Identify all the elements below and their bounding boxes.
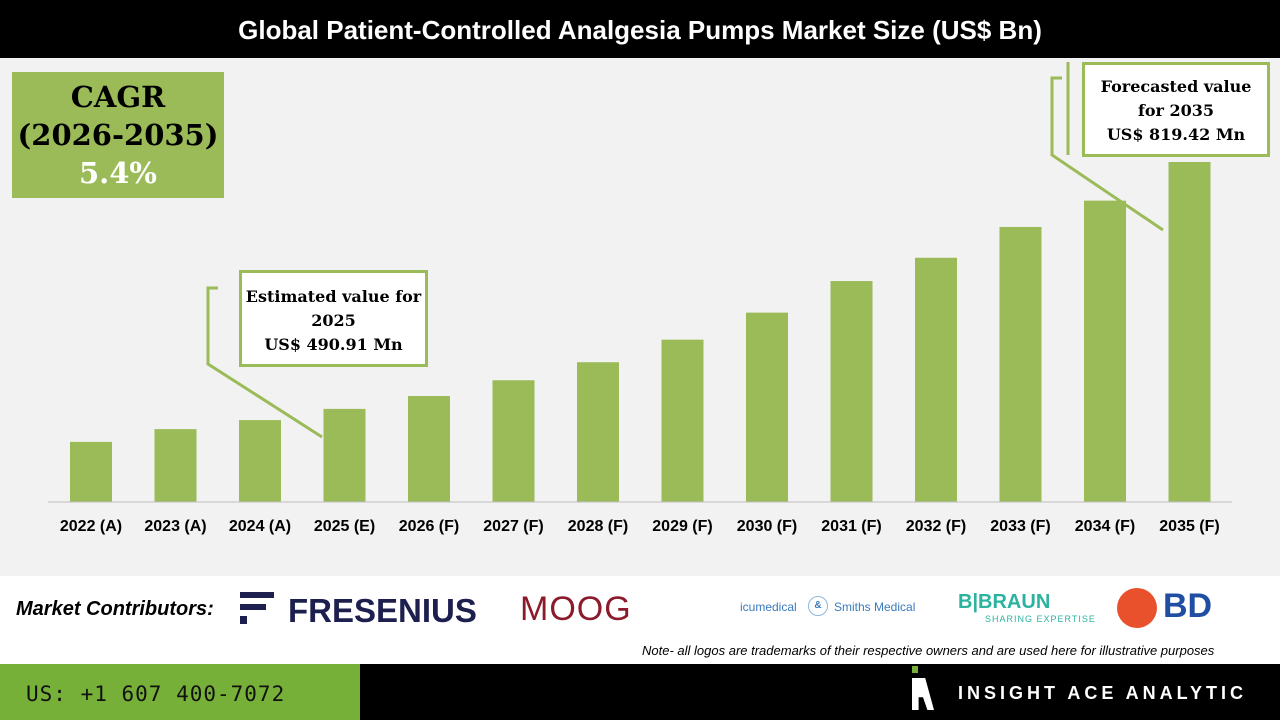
- bd-logo: BD: [1163, 587, 1213, 625]
- bar-2026 (F): [408, 396, 450, 502]
- x-tick-label: 2032 (F): [906, 518, 966, 535]
- callout-text: 2025: [311, 311, 356, 330]
- x-tick-label: 2026 (F): [399, 518, 459, 535]
- x-tick-label: 2031 (F): [821, 518, 881, 535]
- fresenius-text: FRESENIUS: [288, 592, 477, 629]
- callout-text: Estimated value for: [245, 287, 422, 306]
- x-tick-label: 2025 (E): [314, 518, 375, 535]
- bar-chart: 2022 (A) 2023 (A) 2024 (A) 2025 (E) 2026 (F)…: [48, 62, 1232, 535]
- estimated-value-callout: Estimated value for 2025 US$ 490.91 Mn: [239, 270, 428, 367]
- bar-2034 (F): [1084, 200, 1126, 502]
- bar-2029 (F): [661, 339, 704, 502]
- cagr-label: CAGR: [70, 80, 166, 114]
- bar-2031 (F): [830, 281, 873, 502]
- bd-starburst-icon: [1117, 588, 1157, 628]
- bbraun-logo: B|BRAUN: [958, 591, 1051, 613]
- bar-2032 (F): [915, 257, 957, 502]
- fresenius-mark-icon: [240, 592, 274, 624]
- bar-2033 (F): [999, 226, 1042, 502]
- x-tick-label: 2022 (A): [60, 518, 122, 535]
- brand-logo-icon: [912, 666, 918, 673]
- callout-text: Forecasted value: [1100, 77, 1252, 96]
- phone-number: US: +1 607 400-7072: [0, 664, 360, 720]
- ampersand-icon: &: [808, 596, 828, 616]
- bar-2025 (E): [323, 408, 366, 502]
- cagr-value: 5.4%: [78, 156, 157, 190]
- x-tick-label: 2029 (F): [652, 518, 712, 535]
- x-tick-label: 2028 (F): [568, 518, 628, 535]
- callout-text: for 2035: [1137, 101, 1215, 120]
- market-contributors-label: Market Contributors:: [16, 598, 214, 620]
- bar-2028 (F): [577, 362, 619, 502]
- bar-2027 (F): [492, 380, 535, 502]
- moog-logo: MOOG: [520, 590, 632, 628]
- fresenius-logo: FRESENIUS: [240, 590, 477, 631]
- cagr-period: (2026-2035): [17, 118, 219, 152]
- callout-value: US$ 819.42 Mn: [1106, 125, 1246, 144]
- smiths-medical-logo: Smiths Medical: [834, 600, 916, 614]
- bar-2030 (F): [746, 312, 788, 502]
- bar-2022 (A): [70, 441, 112, 502]
- brand-name: INSIGHT ACE ANALYTIC: [958, 683, 1248, 703]
- estimated-leader-line: [206, 286, 323, 439]
- x-tick-label: 2024 (A): [229, 518, 291, 535]
- x-tick-label: 2023 (A): [144, 518, 206, 535]
- forecast-value-callout: Forecasted value for 2035 US$ 819.42 Mn: [1082, 62, 1270, 157]
- x-tick-label: 2034 (F): [1075, 518, 1135, 535]
- forecast-leader-line: [1050, 76, 1164, 232]
- x-tick-label: 2027 (F): [483, 518, 543, 535]
- x-tick-label: 2035 (F): [1159, 518, 1219, 535]
- chart-title: Global Patient-Controlled Analgesia Pump…: [0, 0, 1280, 58]
- trademark-note: Note- all logos are trademarks of their …: [642, 643, 1215, 658]
- bar-2035 (F): [1168, 162, 1211, 502]
- x-tick-label: 2033 (F): [990, 518, 1050, 535]
- callout-value: US$ 490.91 Mn: [264, 335, 403, 354]
- x-tick-label: 2030 (F): [737, 518, 797, 535]
- icumedical-logo: icumedical: [740, 600, 797, 614]
- footer-bar: [360, 664, 1280, 720]
- bar-2023 (A): [154, 429, 197, 502]
- bar-2024 (A): [239, 420, 281, 502]
- cagr-box: CAGR (2026-2035) 5.4%: [12, 72, 224, 198]
- bbraun-tagline: SHARING EXPERTISE: [985, 614, 1096, 624]
